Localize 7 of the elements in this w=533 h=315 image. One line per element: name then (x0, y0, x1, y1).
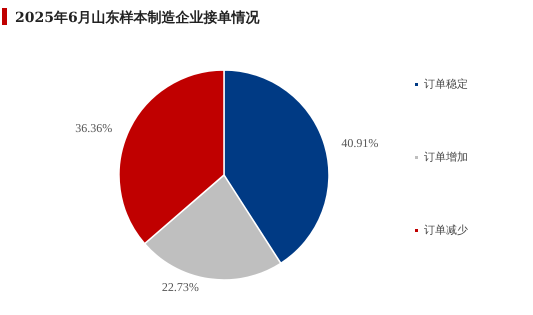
legend-label: 订单减少 (424, 224, 468, 236)
data-label: 40.91% (341, 136, 378, 150)
data-label: 22.73% (162, 280, 199, 294)
data-label: 36.36% (75, 121, 112, 136)
legend-label: 订单增加 (424, 150, 468, 164)
legend-label: 订单稳定 (424, 78, 468, 90)
chart-title: 2025年6月山东样本制造企业接单情况 (15, 9, 261, 26)
